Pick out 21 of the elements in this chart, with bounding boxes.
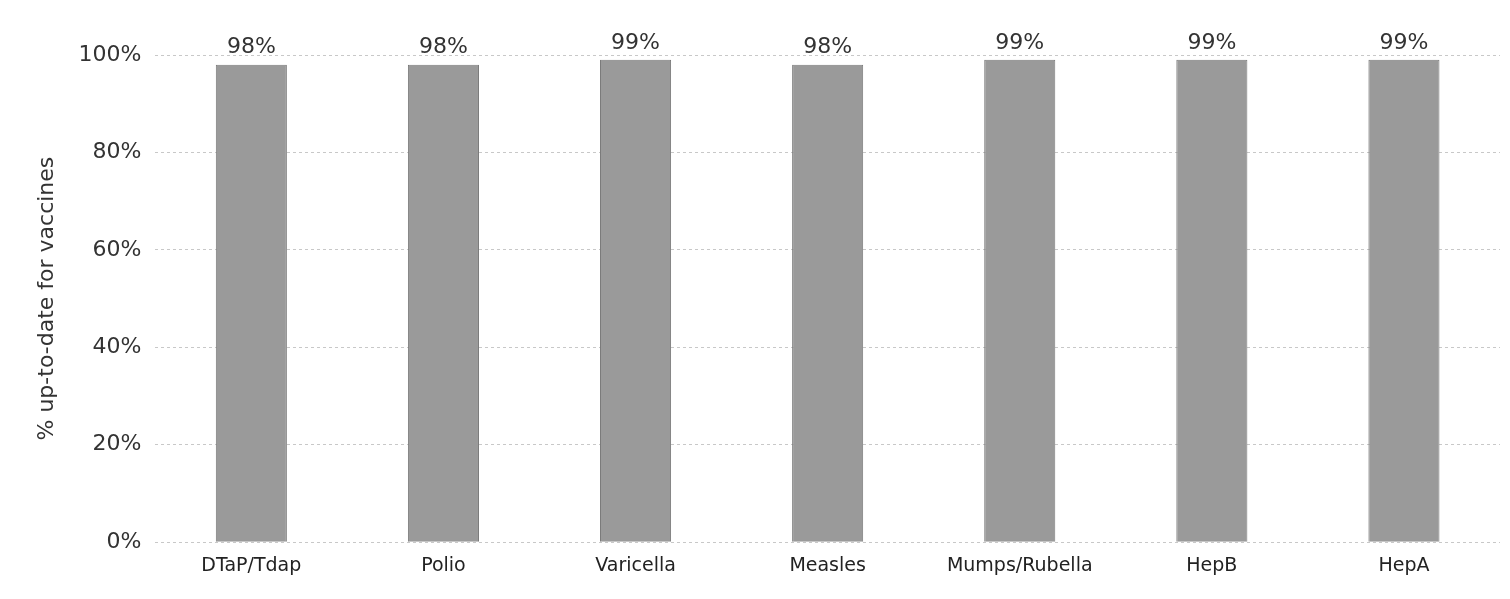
y-tick-label: 0% xyxy=(106,527,142,553)
x-tick-label: DTaP/Tdap xyxy=(201,552,302,575)
y-tick-label: 100% xyxy=(78,40,142,66)
y-tick-label: 80% xyxy=(92,138,142,164)
x-tick-label: Measles xyxy=(789,552,866,575)
x-tick-label: HepB xyxy=(1186,552,1238,575)
x-tick-label: Mumps/Rubella xyxy=(946,552,1093,575)
data-label: 98% xyxy=(226,33,276,59)
data-label: 99% xyxy=(1379,28,1429,54)
y-axis-title: % up-to-date for vaccines xyxy=(32,156,58,441)
data-label: 99% xyxy=(611,28,660,54)
data-label: 99% xyxy=(995,28,1045,54)
y-tick-label: 20% xyxy=(92,430,142,456)
y-tick-label: 40% xyxy=(92,333,142,359)
data-label: 98% xyxy=(803,33,853,59)
x-tick-label: Polio xyxy=(421,552,466,575)
x-tick-label: Varicella xyxy=(595,552,676,575)
data-label: 98% xyxy=(418,33,468,59)
data-label: 99% xyxy=(1187,28,1237,54)
y-tick-label: 60% xyxy=(92,235,142,261)
x-tick-label: HepA xyxy=(1378,552,1430,575)
